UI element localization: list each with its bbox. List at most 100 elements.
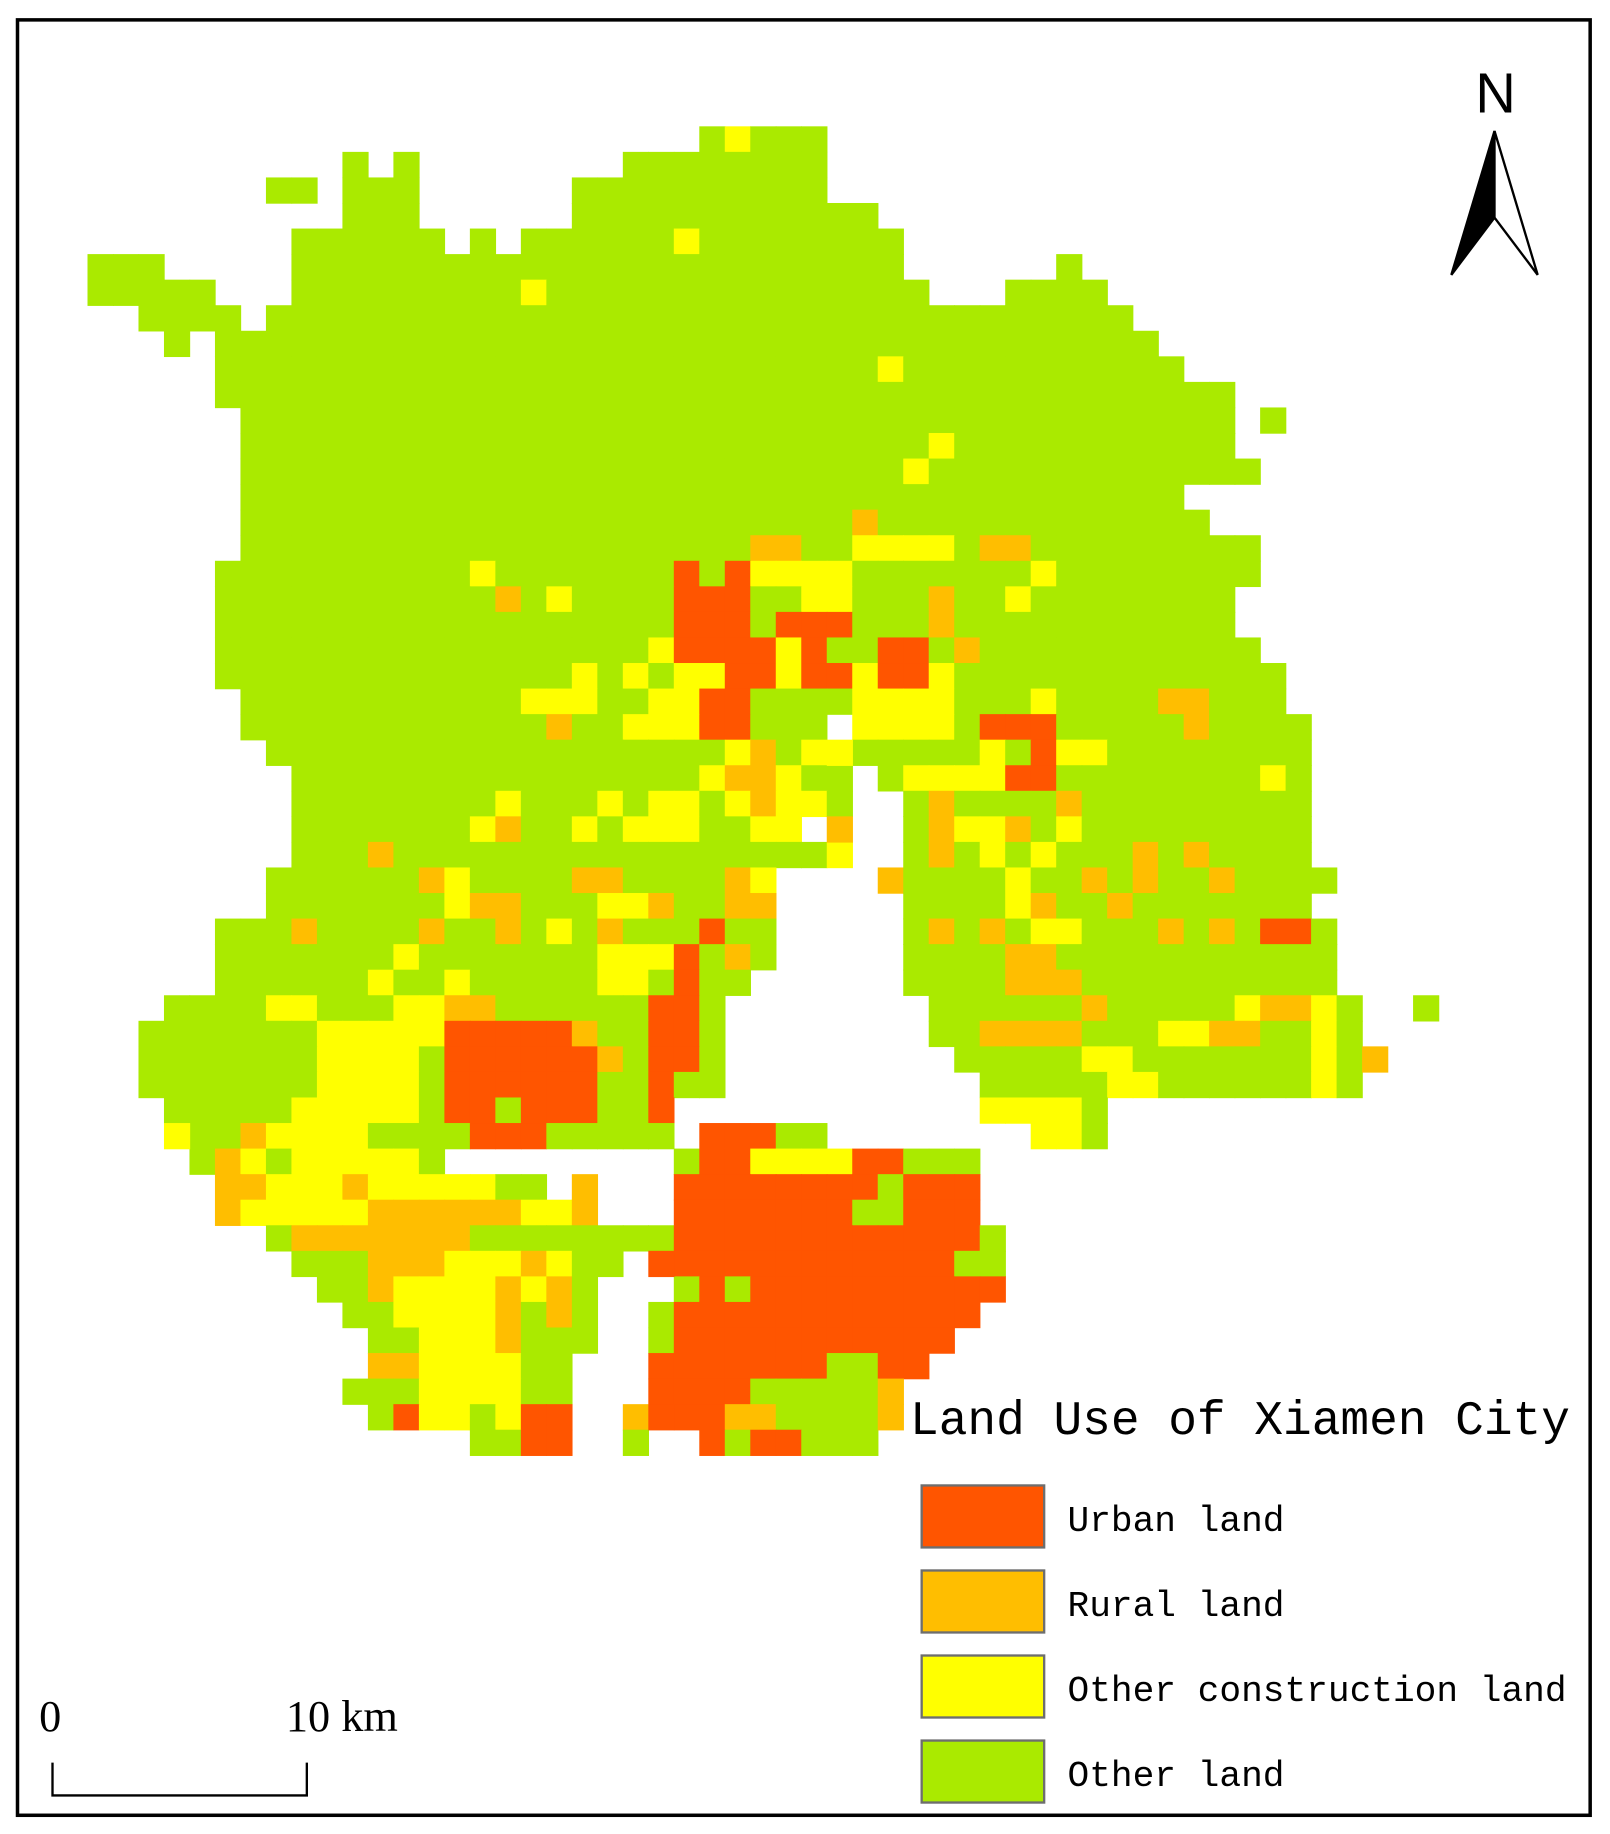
cell — [877, 560, 904, 588]
cell — [1056, 1046, 1083, 1073]
cell — [342, 765, 369, 792]
cell — [724, 126, 751, 153]
cell — [469, 330, 497, 358]
cell — [699, 126, 726, 153]
cell — [724, 944, 751, 971]
cell — [469, 535, 497, 562]
cell — [418, 381, 446, 409]
cell — [1081, 279, 1108, 306]
cell — [622, 765, 650, 792]
cell — [546, 1429, 573, 1456]
cell — [342, 177, 369, 204]
cell — [418, 407, 446, 434]
cell — [571, 816, 599, 843]
cell — [444, 714, 471, 741]
cell — [750, 867, 777, 894]
cell — [673, 637, 700, 664]
cell — [928, 1020, 955, 1048]
cell — [648, 1378, 675, 1405]
cell — [444, 458, 471, 485]
cell — [1209, 688, 1236, 715]
cell — [1285, 1071, 1312, 1099]
cell — [1030, 790, 1057, 818]
cell — [699, 688, 726, 715]
cell — [393, 305, 420, 332]
cell — [979, 535, 1006, 562]
cell — [597, 1020, 624, 1048]
cell — [1132, 765, 1159, 792]
cell — [1132, 790, 1159, 818]
cell — [393, 356, 420, 383]
cell — [520, 586, 548, 613]
cell — [673, 151, 700, 179]
cell — [979, 688, 1006, 715]
cell — [265, 484, 293, 511]
cell — [1311, 1071, 1338, 1099]
cell — [265, 969, 293, 996]
cell — [597, 918, 624, 945]
cell — [903, 816, 930, 843]
cell — [1056, 969, 1083, 996]
cell — [1107, 841, 1134, 869]
cell — [750, 790, 777, 818]
cell — [954, 637, 981, 664]
cell — [546, 893, 573, 920]
cell — [240, 637, 267, 664]
cell — [469, 1199, 497, 1226]
cell — [571, 458, 599, 485]
cell — [750, 1123, 777, 1150]
cell — [1030, 841, 1057, 869]
cell — [954, 535, 981, 562]
cell — [1081, 765, 1108, 792]
cell — [852, 254, 879, 281]
cell — [954, 765, 981, 792]
cell — [495, 765, 522, 792]
cell — [1056, 688, 1083, 715]
cell — [928, 893, 955, 920]
cell — [801, 228, 828, 255]
cell — [1209, 458, 1236, 485]
cell — [240, 1071, 267, 1099]
cell — [699, 1378, 726, 1405]
cell — [775, 151, 802, 179]
cell — [418, 586, 446, 613]
cell — [622, 867, 650, 894]
north-label: N — [1475, 61, 1515, 124]
cell — [342, 1174, 369, 1201]
cell — [1030, 560, 1057, 588]
cell — [1030, 1123, 1057, 1150]
cell — [750, 560, 777, 588]
cell — [775, 1225, 802, 1252]
cell — [1132, 841, 1159, 869]
cell — [291, 1199, 318, 1226]
cell — [622, 407, 650, 434]
cell — [418, 1071, 446, 1099]
cell — [597, 484, 624, 511]
cell — [750, 330, 777, 358]
cell — [1158, 790, 1185, 818]
cell — [648, 484, 675, 511]
cell — [546, 1097, 573, 1124]
cell — [367, 484, 395, 511]
cell — [724, 841, 751, 869]
cell — [1260, 918, 1287, 945]
cell — [1234, 790, 1261, 818]
cell — [699, 714, 726, 741]
cell — [979, 944, 1006, 971]
cell — [903, 969, 930, 996]
cell — [928, 714, 955, 741]
cell — [291, 1250, 318, 1278]
cell — [724, 433, 751, 460]
cell — [546, 458, 573, 485]
cell — [724, 407, 751, 434]
cell — [138, 279, 165, 306]
cell — [673, 458, 700, 485]
cell — [393, 1301, 420, 1329]
cell — [699, 279, 726, 306]
cell — [571, 1046, 599, 1073]
cell — [393, 944, 420, 971]
cell — [444, 1301, 471, 1329]
cell — [367, 1378, 395, 1405]
cell — [342, 714, 369, 741]
cell — [903, 381, 930, 409]
